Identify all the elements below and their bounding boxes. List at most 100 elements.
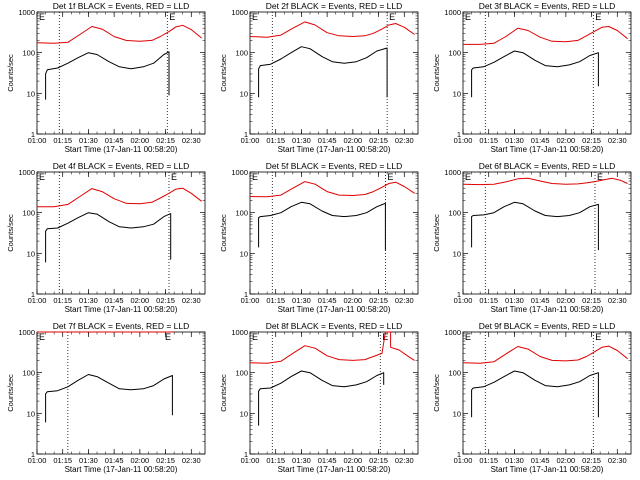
x-tick-label: 02:15 bbox=[582, 456, 601, 465]
x-tick-label: 01:00 bbox=[28, 296, 47, 305]
x-tick-label: 01:45 bbox=[318, 136, 337, 145]
y-tick-label: 1 bbox=[244, 290, 248, 299]
y-tick-label: 1000 bbox=[444, 328, 461, 337]
corner-marker-left: E bbox=[39, 332, 45, 342]
chart-title: Det 7f BLACK = Events, RED = LLD bbox=[53, 321, 190, 331]
y-axis-label: Counts/sec bbox=[6, 214, 15, 252]
chart-title: Det 3f BLACK = Events, RED = LLD bbox=[479, 1, 616, 11]
y-tick-label: 10 bbox=[240, 409, 248, 418]
series-line-black bbox=[258, 201, 386, 251]
x-tick-label: 01:00 bbox=[454, 456, 473, 465]
x-tick-label: 02:30 bbox=[608, 136, 627, 145]
x-axis-label: Start Time (17-Jan-11 00:58:20) bbox=[491, 465, 604, 474]
y-tick-label: 1000 bbox=[444, 168, 461, 177]
series-line-black bbox=[471, 50, 599, 98]
series-line-red bbox=[37, 187, 202, 208]
y-tick-label: 10 bbox=[453, 409, 461, 418]
x-axis-label: Start Time (17-Jan-11 00:58:20) bbox=[491, 145, 604, 154]
y-tick-label: 100 bbox=[22, 49, 35, 58]
x-tick-label: 01:30 bbox=[292, 456, 311, 465]
x-axis-label: Start Time (17-Jan-11 00:58:20) bbox=[65, 465, 178, 474]
x-tick-label: 02:15 bbox=[369, 136, 388, 145]
y-tick-label: 10 bbox=[27, 249, 35, 258]
corner-marker-left: E bbox=[252, 172, 258, 182]
series-line-red bbox=[249, 331, 415, 364]
plot-frame bbox=[36, 331, 206, 455]
chart-panel-8: Det 8f BLACK = Events, RED = LLD 1 10 100 10… bbox=[219, 321, 419, 474]
corner-marker-right: E bbox=[595, 12, 601, 22]
x-tick-label: 01:45 bbox=[531, 296, 550, 305]
y-tick-label: 1 bbox=[457, 290, 461, 299]
series-line-black bbox=[45, 374, 173, 423]
x-tick-label: 01:30 bbox=[505, 296, 524, 305]
y-tick-label: 10 bbox=[27, 89, 35, 98]
x-tick-label: 02:30 bbox=[182, 136, 201, 145]
y-tick-label: 10 bbox=[453, 249, 461, 258]
x-tick-label: 01:00 bbox=[454, 296, 473, 305]
x-tick-label: 01:00 bbox=[454, 136, 473, 145]
chart-title: Det 8f BLACK = Events, RED = LLD bbox=[266, 321, 403, 331]
x-tick-label: 02:00 bbox=[130, 456, 149, 465]
y-axis-label: Counts/sec bbox=[432, 54, 441, 92]
x-tick-label: 02:15 bbox=[156, 456, 175, 465]
y-tick-label: 1 bbox=[31, 130, 35, 139]
x-tick-label: 01:15 bbox=[266, 296, 285, 305]
y-tick-label: 100 bbox=[448, 209, 461, 218]
x-tick-label: 01:45 bbox=[318, 456, 337, 465]
x-tick-label: 01:30 bbox=[79, 296, 98, 305]
x-tick-label: 01:00 bbox=[241, 456, 260, 465]
series-line-red bbox=[36, 24, 202, 44]
chart-panel-1: Det 1f BLACK = Events, RED = LLD 1 10 100 10… bbox=[6, 1, 206, 154]
x-tick-label: 02:00 bbox=[343, 296, 362, 305]
x-tick-label: 02:15 bbox=[369, 296, 388, 305]
y-tick-label: 1 bbox=[31, 290, 35, 299]
plot-frame bbox=[36, 11, 206, 135]
corner-marker-left: E bbox=[252, 332, 258, 342]
y-tick-label: 10 bbox=[27, 409, 35, 418]
corner-marker-left: E bbox=[39, 172, 45, 182]
y-tick-label: 1000 bbox=[18, 168, 35, 177]
x-tick-label: 01:30 bbox=[79, 136, 98, 145]
y-tick-label: 100 bbox=[22, 209, 35, 218]
x-tick-label: 02:30 bbox=[182, 296, 201, 305]
y-tick-label: 100 bbox=[235, 369, 248, 378]
corner-marker-right: E bbox=[387, 172, 393, 182]
y-axis-label: Counts/sec bbox=[219, 214, 228, 252]
x-tick-label: 02:30 bbox=[608, 456, 627, 465]
y-axis-label: Counts/sec bbox=[6, 374, 15, 412]
plot-frame bbox=[462, 11, 632, 135]
plot-frame bbox=[249, 331, 419, 455]
x-tick-label: 01:15 bbox=[266, 136, 285, 145]
plot-frame bbox=[462, 171, 632, 295]
x-tick-label: 01:15 bbox=[53, 456, 72, 465]
series-line-black bbox=[258, 370, 385, 426]
chart-title: Det 6f BLACK = Events, RED = LLD bbox=[479, 161, 616, 171]
plot-frame bbox=[462, 331, 632, 455]
x-axis-label: Start Time (17-Jan-11 00:58:20) bbox=[65, 305, 178, 314]
x-tick-label: 02:15 bbox=[582, 296, 601, 305]
corner-marker-left: E bbox=[39, 12, 45, 22]
corner-marker-left: E bbox=[465, 172, 471, 182]
x-tick-label: 01:00 bbox=[241, 296, 260, 305]
x-tick-label: 02:15 bbox=[156, 136, 175, 145]
corner-marker-right: E bbox=[595, 332, 601, 342]
y-axis-label: Counts/sec bbox=[6, 54, 15, 92]
chart-panel-5: Det 5f BLACK = Events, RED = LLD 1 10 100 10… bbox=[219, 161, 419, 314]
x-tick-label: 02:00 bbox=[130, 136, 149, 145]
x-tick-label: 01:15 bbox=[53, 136, 72, 145]
x-tick-label: 01:30 bbox=[505, 456, 524, 465]
series-line-black bbox=[471, 201, 599, 251]
chart-panel-9: Det 9f BLACK = Events, RED = LLD 1 10 100 10… bbox=[432, 321, 632, 474]
x-tick-label: 02:30 bbox=[608, 296, 627, 305]
plot-frame bbox=[36, 171, 206, 295]
series-line-red bbox=[462, 345, 628, 364]
series-line-red bbox=[249, 181, 415, 198]
corner-marker-right: E bbox=[389, 12, 395, 22]
y-tick-label: 1 bbox=[244, 450, 248, 459]
x-tick-label: 01:30 bbox=[505, 136, 524, 145]
x-axis-label: Start Time (17-Jan-11 00:58:20) bbox=[491, 305, 604, 314]
chart-title: Det 5f BLACK = Events, RED = LLD bbox=[266, 161, 403, 171]
x-tick-label: 01:30 bbox=[292, 136, 311, 145]
corner-marker-right: E bbox=[597, 172, 603, 182]
